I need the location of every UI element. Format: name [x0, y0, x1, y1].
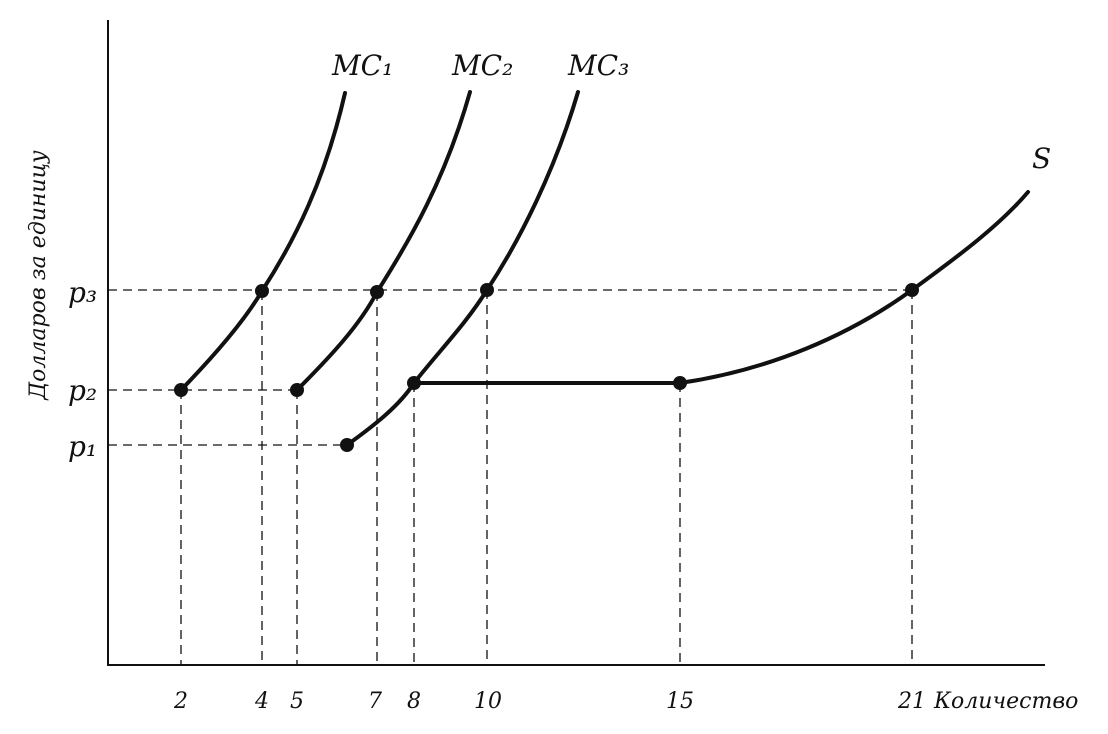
guide-lines [108, 289, 913, 665]
curve-label: MC₃ [567, 49, 629, 82]
supply-curve [412, 190, 1030, 385]
axes [107, 20, 1045, 666]
point [480, 283, 494, 297]
mc1-curve [179, 91, 347, 392]
x-tick-label: 2 [173, 689, 188, 714]
point [407, 376, 421, 390]
curve-label: MC₂ [451, 49, 513, 82]
x-axis-label: Количество [933, 689, 1078, 714]
x-tick-label: 7 [368, 689, 382, 714]
point [340, 438, 354, 452]
price-label: p₂ [68, 374, 97, 407]
price-guides [108, 289, 912, 446]
point [290, 383, 304, 397]
curve-label: S [1032, 142, 1051, 175]
curves [179, 90, 1030, 447]
point [174, 383, 188, 397]
quantity-guides [180, 290, 913, 665]
point [370, 285, 384, 299]
x-tick-label: 8 [407, 689, 421, 714]
point [255, 284, 269, 298]
x-tick-label: 21 [897, 689, 926, 714]
mc3-curve [345, 90, 580, 447]
x-tick-label: 15 [666, 689, 694, 714]
x-tick-label: 10 [474, 689, 502, 714]
curve-label: MC₁ [331, 49, 393, 82]
point [673, 376, 687, 390]
x-tick-label: 5 [290, 689, 304, 714]
x-tick-label: 4 [254, 689, 269, 714]
points [174, 283, 919, 452]
price-label: p₁ [68, 430, 97, 463]
y-axis-label: Долларов за единицу [26, 150, 51, 401]
price-label: p₃ [68, 276, 97, 309]
point [905, 283, 919, 297]
